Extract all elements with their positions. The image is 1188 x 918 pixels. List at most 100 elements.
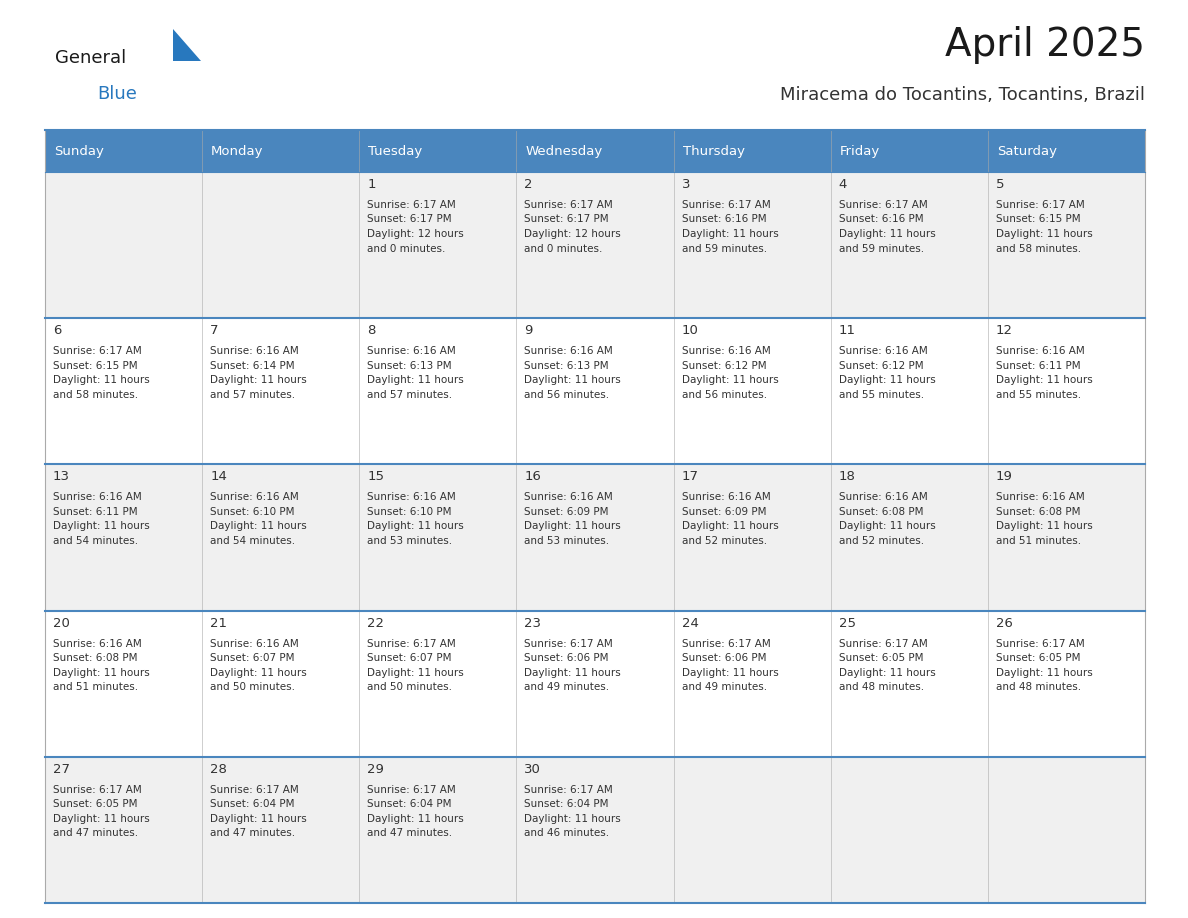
Text: and 53 minutes.: and 53 minutes. [367,536,453,546]
FancyBboxPatch shape [359,130,517,172]
Text: 11: 11 [839,324,855,337]
Text: Daylight: 11 hours: Daylight: 11 hours [839,375,935,386]
Text: 6: 6 [53,324,62,337]
Text: Daylight: 11 hours: Daylight: 11 hours [996,667,1093,677]
Text: and 53 minutes.: and 53 minutes. [524,536,609,546]
Text: Daylight: 11 hours: Daylight: 11 hours [524,813,621,823]
Text: Daylight: 11 hours: Daylight: 11 hours [53,521,150,532]
Text: 14: 14 [210,470,227,484]
Text: Daylight: 11 hours: Daylight: 11 hours [996,375,1093,386]
FancyBboxPatch shape [45,610,202,756]
Text: Daylight: 11 hours: Daylight: 11 hours [210,667,307,677]
FancyBboxPatch shape [988,172,1145,319]
Text: and 47 minutes.: and 47 minutes. [53,828,138,838]
Text: Sunrise: 6:17 AM: Sunrise: 6:17 AM [996,200,1085,210]
Text: Sunset: 6:05 PM: Sunset: 6:05 PM [839,653,923,663]
Text: Sunrise: 6:16 AM: Sunrise: 6:16 AM [524,346,613,356]
Text: Daylight: 11 hours: Daylight: 11 hours [839,667,935,677]
Text: Sunset: 6:04 PM: Sunset: 6:04 PM [367,800,451,810]
Text: Sunrise: 6:16 AM: Sunrise: 6:16 AM [524,492,613,502]
Text: and 0 minutes.: and 0 minutes. [367,243,446,253]
Text: Daylight: 11 hours: Daylight: 11 hours [367,375,465,386]
Text: Daylight: 11 hours: Daylight: 11 hours [210,375,307,386]
Text: Sunset: 6:13 PM: Sunset: 6:13 PM [367,361,451,371]
FancyBboxPatch shape [202,610,359,756]
Text: 20: 20 [53,617,70,630]
Text: and 50 minutes.: and 50 minutes. [210,682,295,692]
Text: Sunset: 6:15 PM: Sunset: 6:15 PM [996,215,1080,225]
Text: Sunrise: 6:17 AM: Sunrise: 6:17 AM [524,785,613,795]
Text: Daylight: 11 hours: Daylight: 11 hours [839,521,935,532]
Text: 3: 3 [682,178,690,191]
Text: Daylight: 11 hours: Daylight: 11 hours [682,521,778,532]
Text: 22: 22 [367,617,384,630]
Text: Blue: Blue [97,85,137,103]
FancyBboxPatch shape [202,172,359,319]
FancyBboxPatch shape [830,756,988,903]
Text: Sunset: 6:17 PM: Sunset: 6:17 PM [367,215,451,225]
Text: Sunset: 6:06 PM: Sunset: 6:06 PM [682,653,766,663]
Text: Daylight: 11 hours: Daylight: 11 hours [367,813,465,823]
Text: Daylight: 11 hours: Daylight: 11 hours [524,521,621,532]
Text: Sunset: 6:04 PM: Sunset: 6:04 PM [524,800,609,810]
FancyBboxPatch shape [45,319,202,465]
Text: Sunset: 6:04 PM: Sunset: 6:04 PM [210,800,295,810]
Text: and 56 minutes.: and 56 minutes. [682,390,766,399]
Text: 28: 28 [210,763,227,776]
Text: April 2025: April 2025 [944,26,1145,64]
FancyBboxPatch shape [517,319,674,465]
Text: Sunrise: 6:17 AM: Sunrise: 6:17 AM [839,639,928,649]
Text: and 52 minutes.: and 52 minutes. [682,536,766,546]
FancyBboxPatch shape [830,319,988,465]
FancyBboxPatch shape [830,172,988,319]
FancyBboxPatch shape [359,610,517,756]
Text: Daylight: 11 hours: Daylight: 11 hours [53,375,150,386]
Text: Daylight: 11 hours: Daylight: 11 hours [524,375,621,386]
Text: 1: 1 [367,178,375,191]
Text: and 55 minutes.: and 55 minutes. [996,390,1081,399]
Text: Saturday: Saturday [997,144,1057,158]
Text: Daylight: 11 hours: Daylight: 11 hours [682,229,778,239]
Text: 10: 10 [682,324,699,337]
Text: Sunrise: 6:17 AM: Sunrise: 6:17 AM [53,346,141,356]
Text: and 47 minutes.: and 47 minutes. [210,828,296,838]
Text: Sunset: 6:08 PM: Sunset: 6:08 PM [839,507,923,517]
Text: 2: 2 [524,178,533,191]
Text: 9: 9 [524,324,532,337]
Text: Sunset: 6:05 PM: Sunset: 6:05 PM [53,800,138,810]
Text: 26: 26 [996,617,1012,630]
Text: 7: 7 [210,324,219,337]
Text: 5: 5 [996,178,1004,191]
Text: and 57 minutes.: and 57 minutes. [210,390,296,399]
Text: Daylight: 11 hours: Daylight: 11 hours [210,521,307,532]
Text: Wednesday: Wednesday [525,144,602,158]
FancyBboxPatch shape [830,465,988,610]
Text: 21: 21 [210,617,227,630]
Text: Sunrise: 6:17 AM: Sunrise: 6:17 AM [367,785,456,795]
Text: Sunset: 6:10 PM: Sunset: 6:10 PM [367,507,451,517]
Text: General: General [55,49,126,67]
Text: Sunrise: 6:16 AM: Sunrise: 6:16 AM [210,639,299,649]
Text: Sunrise: 6:16 AM: Sunrise: 6:16 AM [53,492,141,502]
Text: Sunset: 6:08 PM: Sunset: 6:08 PM [53,653,138,663]
Text: Sunrise: 6:16 AM: Sunrise: 6:16 AM [210,492,299,502]
Text: and 55 minutes.: and 55 minutes. [839,390,924,399]
Text: and 46 minutes.: and 46 minutes. [524,828,609,838]
Text: 16: 16 [524,470,542,484]
Text: 25: 25 [839,617,855,630]
Text: Daylight: 11 hours: Daylight: 11 hours [53,813,150,823]
Text: and 59 minutes.: and 59 minutes. [682,243,766,253]
Text: Sunset: 6:14 PM: Sunset: 6:14 PM [210,361,295,371]
FancyBboxPatch shape [45,756,202,903]
Text: and 54 minutes.: and 54 minutes. [53,536,138,546]
Text: Daylight: 11 hours: Daylight: 11 hours [367,667,465,677]
Text: Sunset: 6:07 PM: Sunset: 6:07 PM [210,653,295,663]
Text: Daylight: 12 hours: Daylight: 12 hours [367,229,465,239]
Text: 24: 24 [682,617,699,630]
FancyBboxPatch shape [674,319,830,465]
Text: Sunset: 6:10 PM: Sunset: 6:10 PM [210,507,295,517]
Text: Sunset: 6:13 PM: Sunset: 6:13 PM [524,361,609,371]
Text: Sunset: 6:06 PM: Sunset: 6:06 PM [524,653,609,663]
Text: Sunrise: 6:16 AM: Sunrise: 6:16 AM [53,639,141,649]
Text: and 47 minutes.: and 47 minutes. [367,828,453,838]
